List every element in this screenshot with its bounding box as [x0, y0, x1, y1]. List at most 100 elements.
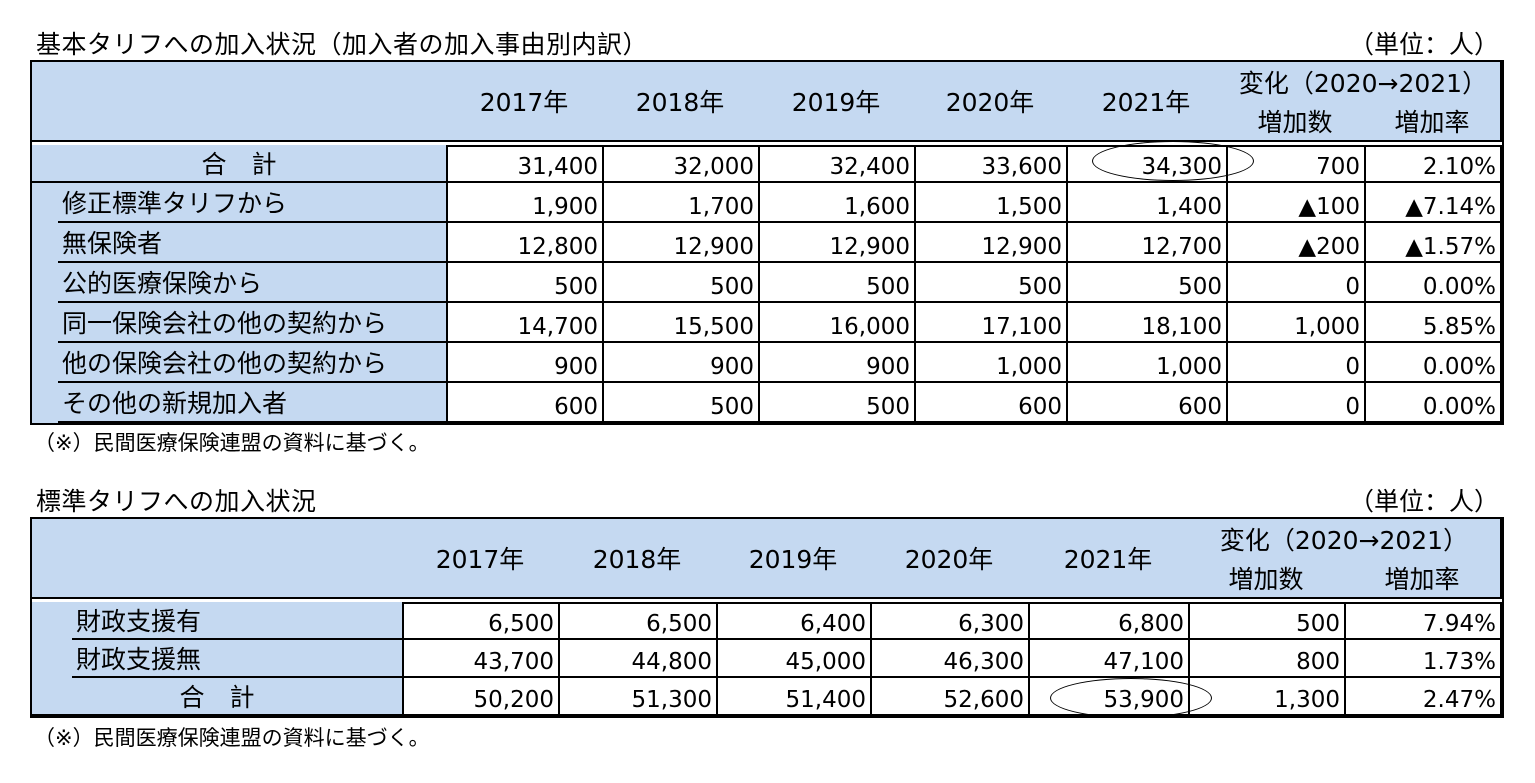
table2-cell: 7.94%	[1344, 602, 1502, 640]
table1-row-label: 同一保険会社の他の契約から	[58, 303, 448, 343]
table2-total-cell: 51,400	[716, 678, 872, 716]
table1-cell: 500	[1066, 263, 1228, 303]
table2-cell: 6,500	[402, 602, 560, 640]
table2-total-cell: 52,600	[870, 678, 1030, 716]
table1-total-cell: 2.10%	[1364, 145, 1502, 183]
table1-cell: 12,900	[758, 223, 916, 263]
table2-cell: 6,500	[558, 602, 718, 640]
table1-cell: 1,400	[1066, 183, 1228, 223]
table2-cell: 500	[1188, 602, 1346, 640]
table1-cell: 600	[446, 383, 604, 423]
table2-header-rule	[32, 600, 1502, 604]
table1-indent-spacer	[32, 183, 60, 423]
table1-cell: 0	[1226, 343, 1366, 383]
table2-header-change: 変化（2020→2021）	[1188, 519, 1502, 561]
table1-cell: 0	[1226, 263, 1366, 303]
table1-total-cell: 33,600	[914, 145, 1068, 183]
table1-cell: 1,600	[758, 183, 916, 223]
table1-row-label: 他の保険会社の他の契約から	[58, 343, 448, 383]
table2-row-label: 財政支援有	[72, 602, 404, 640]
table1-cell: ▲200	[1226, 223, 1366, 263]
table1-header-2021: 2021年	[1066, 62, 1228, 142]
table2-note: （※）民間医療保険連盟の資料に基づく。	[34, 726, 430, 750]
table1-header-rule	[32, 143, 1502, 147]
table2-header-increase-count: 増加数	[1188, 559, 1346, 599]
table1-cell: 1,700	[602, 183, 760, 223]
table2-header-2019: 2019年	[716, 519, 872, 599]
table1-total-label-text: 合 計	[201, 150, 277, 179]
table1-header-change: 変化（2020→2021）	[1226, 62, 1502, 104]
table1-cell: 500	[758, 383, 916, 423]
table1-header-corner	[32, 62, 448, 142]
table1-cell: 17,100	[914, 303, 1068, 343]
table1-row-label: 修正標準タリフから	[58, 183, 448, 223]
table2-total-label-text: 合 計	[179, 683, 255, 712]
table1-total-label: 合 計	[32, 145, 448, 183]
table2-title: 標準タリフへの加入状況	[36, 487, 376, 519]
table1-cell: 14,700	[446, 303, 604, 343]
table2-cell: 45,000	[716, 640, 872, 678]
table1-cell: 0.00%	[1364, 343, 1502, 383]
table2-cell: 44,800	[558, 640, 718, 678]
table2-header-corner	[32, 519, 404, 599]
table1-cell: 900	[446, 343, 604, 383]
table2-cell: 6,300	[870, 602, 1030, 640]
table1-cell: 600	[1066, 383, 1228, 423]
table2-cell: 800	[1188, 640, 1346, 678]
table2-total-cell: 2.47%	[1344, 678, 1502, 716]
table1-cell: 500	[446, 263, 604, 303]
table2-header-2017: 2017年	[402, 519, 560, 599]
table2-cell: 43,700	[402, 640, 560, 678]
table1-cell: 15,500	[602, 303, 760, 343]
table2-header-2018: 2018年	[558, 519, 718, 599]
table1-cell: 500	[602, 383, 760, 423]
table1-cell: 600	[914, 383, 1068, 423]
table2-row-label: 財政支援無	[72, 640, 404, 678]
table2-total-cell: 53,900	[1028, 678, 1190, 716]
table1-cell: 500	[758, 263, 916, 303]
table1-cell: 12,700	[1066, 223, 1228, 263]
table2-total-cell: 50,200	[402, 678, 560, 716]
table1-note: （※）民間医療保険連盟の資料に基づく。	[34, 431, 430, 455]
table1-cell: 1,000	[914, 343, 1068, 383]
table1-header-2017: 2017年	[446, 62, 604, 142]
table1-total-cell: 32,000	[602, 145, 760, 183]
table1-header-2019: 2019年	[758, 62, 916, 142]
table1-cell: 0	[1226, 383, 1366, 423]
table1-total-cell: 34,300	[1066, 145, 1228, 183]
table2-header-2021: 2021年	[1028, 519, 1190, 599]
table1-cell: 12,900	[602, 223, 760, 263]
table2-total-cell: 1,300	[1188, 678, 1346, 716]
table1-total-cell: 31,400	[446, 145, 604, 183]
table1-header-increase-count: 増加数	[1226, 102, 1366, 142]
table2-cell: 6,800	[1028, 602, 1190, 640]
table2-cell: 6,400	[716, 602, 872, 640]
table2-cell: 46,300	[870, 640, 1030, 678]
table1-row-label: 無保険者	[58, 223, 448, 263]
table1-cell: 5.85%	[1364, 303, 1502, 343]
table2-total-cell: 51,300	[558, 678, 718, 716]
table2-cell: 1.73%	[1344, 640, 1502, 678]
table1-total-cell: 700	[1226, 145, 1366, 183]
table2-total-label: 合 計	[32, 678, 404, 716]
table1-cell: 1,000	[1066, 343, 1228, 383]
table1-cell: ▲1.57%	[1364, 223, 1502, 263]
table2-unit: （単位：人）	[1348, 487, 1499, 516]
table1-total-cell: 32,400	[758, 145, 916, 183]
table1-cell: 1,500	[914, 183, 1068, 223]
table2-indent-spacer	[32, 602, 74, 678]
table1-header-2020: 2020年	[914, 62, 1068, 142]
table2-header-increase-rate: 増加率	[1344, 559, 1502, 599]
table1-cell: 0.00%	[1364, 263, 1502, 303]
table1-cell: 16,000	[758, 303, 916, 343]
table1-title: 基本タリフへの加入状況（加入者の加入事由別内訳）	[36, 30, 688, 62]
table1-cell: 900	[602, 343, 760, 383]
table1-header-increase-rate: 増加率	[1364, 102, 1502, 142]
table2-cell: 47,100	[1028, 640, 1190, 678]
table1-cell: 1,000	[1226, 303, 1366, 343]
table1-cell: ▲100	[1226, 183, 1366, 223]
table1-header-2018: 2018年	[602, 62, 760, 142]
table1-cell: ▲7.14%	[1364, 183, 1502, 223]
table1-unit: （単位：人）	[1348, 30, 1499, 59]
table1-cell: 12,800	[446, 223, 604, 263]
